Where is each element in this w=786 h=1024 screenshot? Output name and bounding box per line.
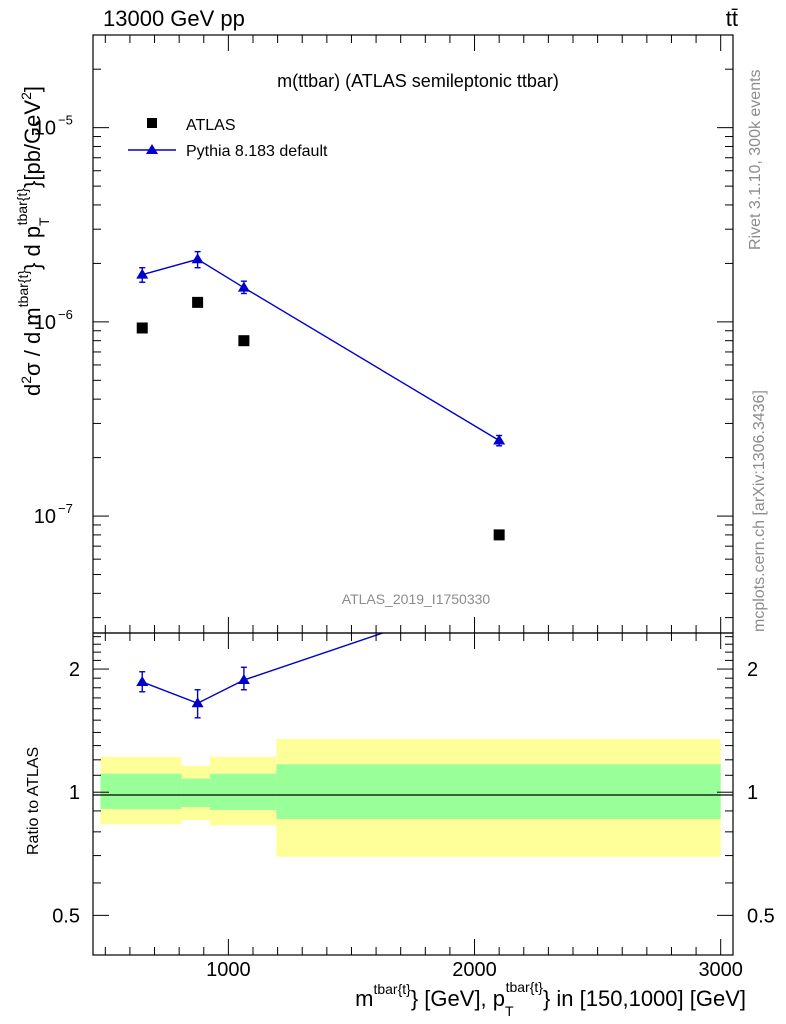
legend-atlas-label: ATLAS (186, 117, 236, 134)
main-y-tick-label: 10 (34, 312, 56, 334)
x-tick-labels: 1000 2000 3000 (206, 959, 743, 981)
atlas-point (493, 529, 505, 541)
ratio-pythia-point (191, 697, 204, 708)
x-tick-label: 1000 (206, 959, 251, 981)
pythia-point (493, 434, 506, 445)
ratio-uncertainty-bands (100, 738, 721, 857)
legend: ATLAS Pythia 8.183 default (128, 117, 328, 160)
x-tick-label: 2000 (452, 959, 497, 981)
legend-atlas-marker (147, 118, 157, 128)
main-y-tick-exponent: −5 (58, 113, 73, 128)
pythia-point (136, 268, 149, 279)
main-data-layer (136, 250, 506, 541)
atlas-point (238, 335, 250, 347)
ratio-y-tick-labels: 2 2 1 1 0.5 0.5 (52, 659, 775, 927)
main-title: m(ttbar) (ATLAS semileptonic ttbar) (277, 71, 559, 91)
main-y-tick-label: 10 (34, 506, 56, 528)
pythia-line (142, 258, 500, 442)
x-axis-label-sub: T (505, 1003, 514, 1019)
header-right-label: tt̄ (726, 6, 738, 31)
pythia-point (191, 253, 204, 264)
main-y-tick-exponent: −6 (58, 307, 73, 322)
x-axis-label-m: m (355, 986, 373, 1011)
main-y-tick-label: 10 (34, 118, 56, 140)
ratio-band-inner (209, 773, 277, 810)
main-tick-marks (93, 35, 733, 633)
rivet-label: Rivet 3.1.10, 300k events (747, 69, 764, 250)
main-y-tick-labels: 10−510−610−7 (34, 113, 73, 528)
x-axis-label-sup1: tbar{t} (373, 981, 411, 997)
ratio-data-layer (136, 587, 505, 719)
main-plot: 10−510−610−7 m(ttbar) (ATLAS semileptoni… (14, 34, 734, 634)
x-axis-label-end: } in [150,1000] [GeV] (543, 986, 746, 1011)
header-left-label: 13000 GeV pp (103, 6, 245, 31)
ratio-y-tick-label: 1 (69, 782, 80, 804)
ratio-frame (92, 632, 734, 956)
x-axis-label-sup2: tbar{t} (506, 979, 544, 995)
x-axis-label-mid: } [GeV], p (411, 986, 505, 1011)
ratio-band-inner (181, 778, 210, 808)
main-y-tick-exponent: −7 (58, 501, 73, 516)
legend-pythia-marker (146, 144, 158, 154)
x-tick-label: 3000 (698, 959, 743, 981)
ratio-pythia-point (136, 675, 149, 686)
ratio-plot: 2 2 1 1 0.5 0.5 1000 2000 3000 Ratio to ATLAS m… (25, 587, 775, 1019)
atlas-point (136, 322, 148, 334)
mcplots-label: mcplots.cern.ch [arXiv:1306.3436] (751, 390, 768, 632)
ratio-pythia-point (493, 587, 505, 597)
ratio-pythia-line (141, 633, 385, 704)
pythia-point (237, 281, 250, 292)
ratio-y-tick-label: 2 (69, 659, 80, 681)
x-axis-label: mtbar{t}} [GeV], pTtbar{t}} in [150,1000… (355, 979, 746, 1019)
ratio-band-inner (276, 764, 721, 820)
ratio-y-tick-label-right: 0.5 (747, 905, 775, 927)
legend-pythia-label: Pythia 8.183 default (186, 143, 328, 160)
atlas-point (192, 296, 204, 308)
watermark: ATLAS_2019_I1750330 (342, 591, 491, 607)
ratio-band-inner (100, 773, 182, 809)
ratio-tick-marks (93, 633, 733, 956)
ratio-y-tick-label-right: 1 (747, 782, 758, 804)
ratio-y-tick-label: 0.5 (52, 905, 80, 927)
ratio-y-axis-label: Ratio to ATLAS (25, 747, 42, 855)
ratio-pythia-point (237, 674, 250, 685)
ratio-y-tick-label-right: 2 (747, 659, 758, 681)
